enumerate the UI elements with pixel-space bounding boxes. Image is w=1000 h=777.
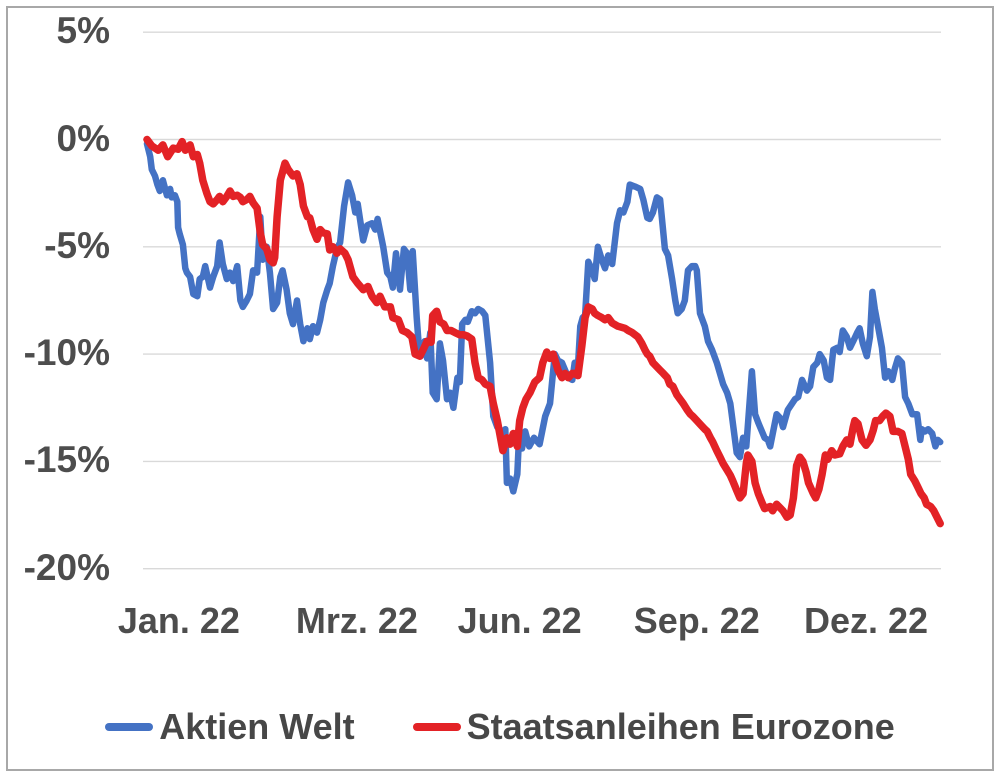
x-tick-label: Sep. 22: [633, 600, 760, 641]
y-axis: 5% 0% -5% -10% -15% -20%: [0, 0, 112, 777]
blue-line-swatch-icon: [105, 723, 154, 731]
legend-item-aktien-welt: Aktien Welt: [105, 706, 355, 748]
series-line-staatsanleihen-eurozone: [143, 135, 944, 528]
y-tick-label: -20%: [23, 546, 110, 588]
red-line-swatch-icon: [412, 723, 461, 731]
y-tick-label: 5%: [56, 10, 110, 52]
legend-label: Staatsanleihen Eurozone: [466, 706, 895, 747]
y-tick-label: -5%: [44, 224, 110, 266]
legend-label: Aktien Welt: [159, 706, 355, 747]
y-tick-label: 0%: [56, 117, 110, 159]
legend: Aktien Welt Staatsanleihen Eurozone: [0, 706, 1000, 748]
x-tick-label: Mrz. 22: [295, 600, 418, 641]
legend-item-staatsanleihen-eurozone: Staatsanleihen Eurozone: [412, 706, 895, 748]
y-tick-label: -15%: [23, 439, 110, 481]
x-tick-label: Dez. 22: [803, 600, 929, 641]
y-tick-label: -10%: [23, 332, 110, 374]
x-tick-label: Jun. 22: [457, 600, 582, 641]
series-line-aktien-welt: [143, 140, 944, 495]
x-tick-label: Jan. 22: [117, 600, 240, 641]
